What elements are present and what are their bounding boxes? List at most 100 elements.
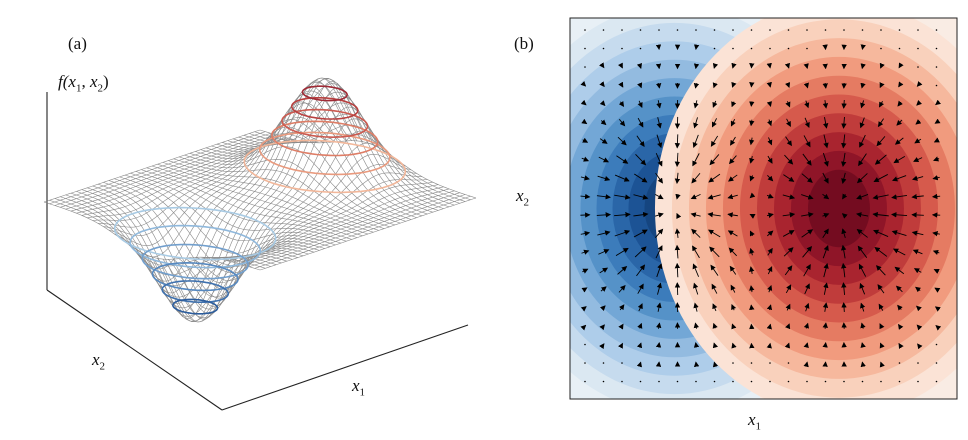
quiver-arrow: [580, 99, 587, 106]
quiver-arrow: [784, 265, 793, 276]
quiver-dot: [713, 47, 716, 50]
quiver-arrow: [860, 322, 866, 329]
quiver-arrow: [633, 229, 648, 238]
quiver-arrow: [898, 323, 904, 330]
quiver-arrow: [728, 174, 738, 182]
quiver-dot: [861, 29, 864, 31]
neg-contour-band: [570, 22, 833, 395]
panel-a-x2-axis-label: x2: [92, 350, 106, 373]
quiver-arrow: [782, 230, 795, 237]
quiver-arrow: [766, 323, 772, 330]
quiver-arrow: [693, 282, 699, 295]
quiver-arrow: [691, 172, 701, 184]
x1-axis-line: [221, 324, 469, 411]
neg-contour-band: [570, 78, 785, 339]
gradient-arrows: [580, 29, 942, 383]
quiver-arrow: [580, 80, 587, 87]
quiver-arrow: [783, 247, 794, 257]
quiver-arrow: [597, 230, 611, 236]
quiver-arrow: [933, 137, 940, 143]
quiver-arrow: [801, 173, 813, 183]
quiver-arrow: [692, 263, 700, 277]
quiver-arrow: [935, 324, 942, 331]
mesh-line-x2: [173, 106, 390, 307]
quiver-arrow: [727, 194, 738, 200]
quiver-dot: [843, 29, 845, 31]
quiver-dot: [639, 47, 642, 50]
mesh-line-x2: [232, 188, 450, 263]
quiver-dot: [824, 29, 827, 31]
mesh-line-x2: [103, 133, 320, 237]
quiver-arrow: [857, 245, 868, 258]
quiver-arrow: [859, 282, 866, 295]
quiver-dot: [898, 362, 901, 364]
pos-contour-band: [807, 169, 870, 248]
quiver-dot: [602, 380, 605, 383]
quiver-arrow: [893, 155, 906, 164]
negative-surface-contour: [161, 280, 229, 303]
quiver-arrow: [655, 228, 664, 238]
quiver-arrow: [860, 100, 866, 109]
quiver-arrow: [614, 229, 631, 237]
quiver-arrow: [858, 153, 867, 167]
quiver-dot: [639, 380, 642, 383]
quiver-arrow: [841, 213, 848, 219]
quiver-arrow: [709, 154, 720, 166]
quiver-dot: [713, 380, 716, 383]
quiver-arrow: [730, 284, 736, 293]
quiver-arrow: [656, 100, 662, 109]
quiver-dot: [750, 380, 753, 383]
quiver-arrow: [766, 193, 774, 199]
quiver-arrow: [935, 99, 941, 106]
quiver-dot: [935, 66, 938, 68]
quiver-arrow: [913, 268, 922, 274]
quiver-arrow: [637, 283, 644, 294]
quiver-arrow: [634, 246, 647, 258]
quiver-arrow: [841, 228, 847, 239]
quiver-arrow: [873, 174, 888, 183]
quiver-dot: [861, 380, 864, 383]
quiver-arrow: [803, 135, 811, 148]
quiver-dot: [935, 29, 938, 31]
quiver-arrow: [933, 268, 940, 274]
quiver-arrow: [693, 82, 700, 89]
quiver-arrow: [856, 194, 869, 200]
quiver-arrow: [767, 174, 774, 182]
quiver-arrow: [618, 323, 624, 330]
mesh-line-x1: [92, 185, 309, 319]
quiver-dot: [621, 29, 623, 31]
quiver-arrow: [712, 342, 719, 349]
mesh-line-x2: [60, 134, 277, 208]
pos-contour-band: [790, 150, 887, 267]
panel-a-label: (a): [68, 34, 87, 53]
quiver-arrow: [915, 286, 921, 293]
mesh-line-x1: [184, 146, 401, 224]
quiver-arrow: [674, 152, 681, 168]
quiver-arrow: [712, 322, 718, 329]
mesh-line-x2: [200, 163, 417, 267]
quiver-dot: [787, 380, 790, 383]
quiver-dot: [806, 47, 808, 50]
quiver-arrow: [898, 81, 904, 88]
quiver-arrow: [822, 228, 829, 239]
quiver-arrow: [674, 134, 681, 149]
quiver-arrow: [803, 63, 809, 70]
neg-contour-band: [580, 96, 769, 321]
quiver-arrow: [654, 212, 664, 218]
pos-contour-band: [722, 75, 955, 342]
quiver-arrow: [693, 100, 699, 109]
quiver-arrow: [822, 322, 828, 329]
quiver-arrow: [879, 323, 885, 330]
quiver-arrow: [674, 172, 681, 185]
quiver-arrow: [785, 323, 791, 330]
quiver-arrow: [783, 174, 795, 182]
quiver-arrow: [803, 82, 809, 89]
quiver-arrow: [711, 283, 718, 294]
mesh-line-x2: [49, 131, 266, 205]
quiver-arrow: [802, 153, 812, 166]
quiver-arrow: [879, 82, 885, 89]
quiver-arrow: [897, 304, 903, 311]
quiver-dot: [787, 29, 790, 31]
quiver-arrow: [731, 101, 737, 108]
quiver-arrow: [840, 152, 847, 168]
